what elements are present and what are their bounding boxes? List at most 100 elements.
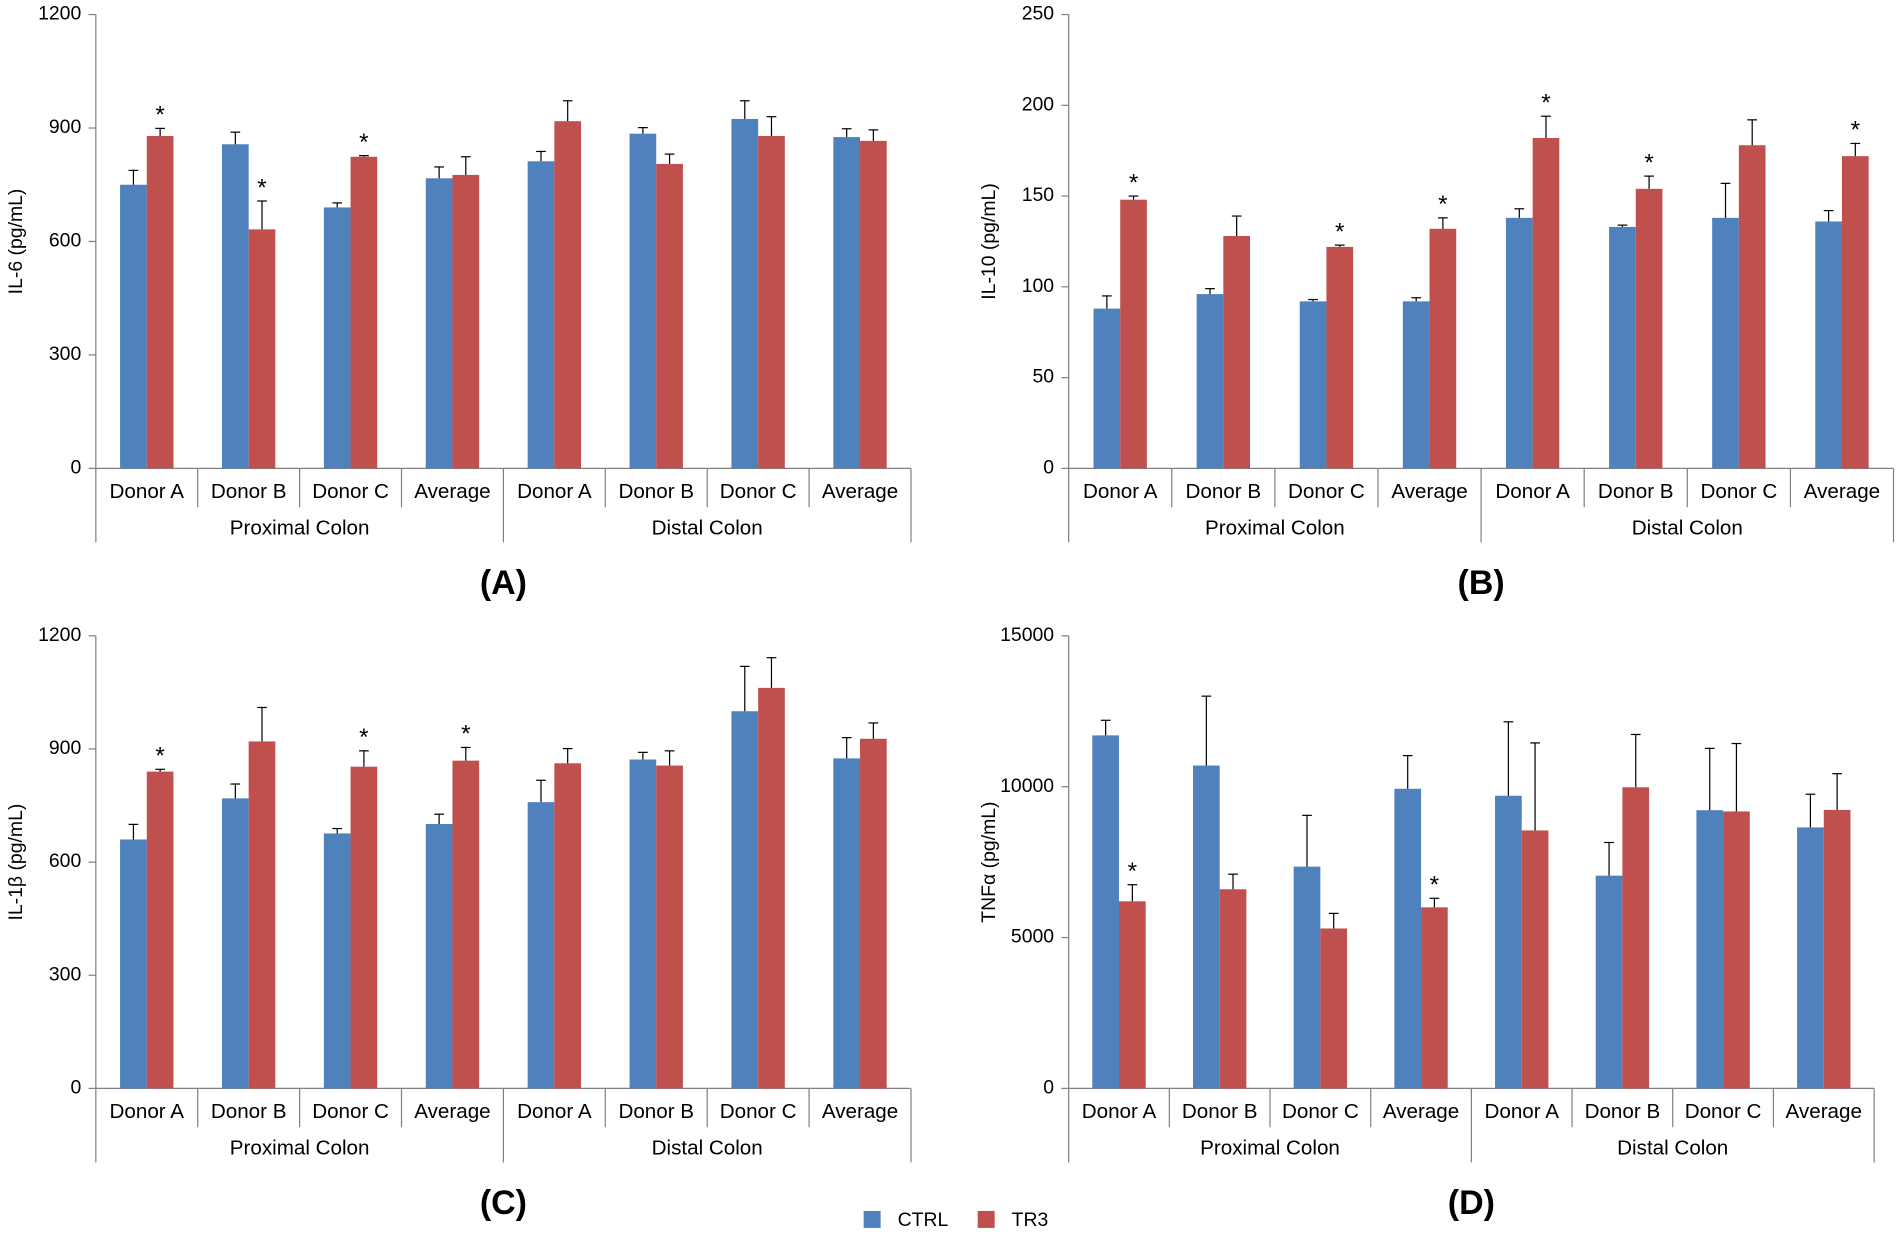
significance-marker: * — [1129, 169, 1139, 196]
x-tick-label: Donor C — [312, 480, 389, 503]
panel-label: (B) — [1458, 564, 1505, 602]
bar — [1326, 246, 1354, 469]
significance-marker: * — [1438, 191, 1448, 218]
y-tick-label: 900 — [49, 737, 82, 759]
bar — [425, 178, 453, 469]
bar — [629, 759, 657, 1089]
bar — [1622, 787, 1650, 1089]
group-label: Proximal Colon — [1200, 1137, 1340, 1160]
bar — [146, 135, 174, 469]
significance-marker: * — [1335, 218, 1345, 245]
x-tick-label: Donor A — [517, 480, 592, 503]
y-tick-label: 600 — [49, 850, 82, 872]
y-tick-label: 300 — [49, 343, 82, 365]
x-tick-label: Donor C — [1685, 1100, 1762, 1123]
significance-marker: * — [461, 721, 471, 748]
bar — [860, 738, 887, 1089]
x-tick-label: Donor A — [1495, 480, 1570, 503]
bar — [1196, 294, 1224, 469]
bar — [1532, 137, 1560, 469]
y-tick-label: 900 — [49, 116, 82, 138]
bar — [758, 687, 785, 1089]
x-tick-label: Average — [1383, 1100, 1459, 1123]
y-tick-label: 200 — [1022, 93, 1055, 115]
significance-marker: * — [359, 129, 369, 156]
y-tick-label: 300 — [49, 963, 82, 985]
y-tick-label: 100 — [1022, 275, 1055, 297]
x-tick-label: Donor B — [211, 480, 287, 503]
y-tick-label: 250 — [1022, 3, 1055, 25]
bar — [452, 760, 480, 1089]
legend-swatch — [977, 1210, 995, 1228]
bar — [1723, 811, 1750, 1089]
y-tick-label: 600 — [49, 230, 82, 252]
bar — [221, 144, 249, 469]
bar — [1219, 889, 1247, 1089]
significance-marker: * — [1128, 858, 1138, 885]
bar — [350, 766, 378, 1089]
bar — [120, 184, 147, 469]
x-tick-label: Donor B — [618, 1100, 694, 1123]
bar — [1092, 735, 1120, 1089]
y-tick-label: 10000 — [1000, 775, 1054, 797]
y-tick-label: 150 — [1022, 184, 1055, 206]
x-tick-label: Donor B — [1186, 480, 1262, 503]
bar — [527, 802, 555, 1089]
bar — [1823, 809, 1851, 1089]
y-tick-label: 50 — [1033, 366, 1055, 388]
bar — [1299, 301, 1327, 469]
bar — [731, 711, 759, 1089]
x-tick-label: Donor C — [1282, 1100, 1359, 1123]
x-tick-label: Donor C — [312, 1100, 389, 1123]
bar — [1223, 236, 1251, 469]
y-axis-label: IL-1β (pg/mL) — [5, 804, 27, 921]
bar — [1595, 875, 1623, 1089]
x-tick-label: Average — [1804, 480, 1880, 503]
bar — [1738, 145, 1766, 469]
y-axis-label: TNFα (pg/mL) — [978, 801, 1000, 922]
bar — [1421, 907, 1448, 1089]
bar — [1797, 827, 1824, 1089]
bar — [1320, 928, 1348, 1089]
group-label: Distal Colon — [1617, 1137, 1728, 1160]
x-tick-label: Donor C — [720, 1100, 797, 1123]
legend-label: TR3 — [1012, 1209, 1049, 1231]
significance-marker: * — [257, 174, 267, 201]
x-tick-label: Average — [414, 1100, 490, 1123]
x-tick-label: Donor C — [1700, 480, 1777, 503]
bar — [120, 839, 147, 1089]
bar — [629, 133, 657, 469]
bar — [1635, 188, 1663, 469]
y-axis-label: IL-10 (pg/mL) — [978, 183, 1000, 300]
x-tick-label: Donor A — [1083, 480, 1158, 503]
bar — [758, 135, 785, 469]
significance-marker: * — [1541, 89, 1551, 116]
y-axis-label: IL-6 (pg/mL) — [5, 189, 27, 295]
x-tick-label: Average — [822, 480, 898, 503]
x-tick-label: Donor A — [1082, 1100, 1157, 1123]
x-tick-label: Donor B — [1598, 480, 1674, 503]
legend-swatch — [863, 1210, 881, 1228]
significance-marker: * — [1644, 149, 1654, 176]
bar — [1402, 301, 1430, 469]
panel-label: (A) — [480, 564, 527, 602]
x-tick-label: Average — [1391, 480, 1467, 503]
x-tick-label: Donor B — [1182, 1100, 1258, 1123]
x-tick-label: Donor A — [110, 480, 185, 503]
bar — [1120, 199, 1147, 469]
group-label: Proximal Colon — [230, 1137, 370, 1160]
x-tick-label: Donor B — [1585, 1100, 1661, 1123]
bar — [1815, 221, 1842, 469]
bar — [554, 121, 582, 469]
bar — [1495, 795, 1522, 1089]
bar — [656, 765, 683, 1089]
group-label: Distal Colon — [1632, 516, 1743, 539]
bar — [350, 156, 378, 469]
significance-marker: * — [155, 102, 165, 129]
bar — [248, 741, 276, 1089]
significance-marker: * — [155, 743, 165, 770]
x-tick-label: Donor A — [517, 1100, 592, 1123]
bar — [1841, 156, 1869, 469]
